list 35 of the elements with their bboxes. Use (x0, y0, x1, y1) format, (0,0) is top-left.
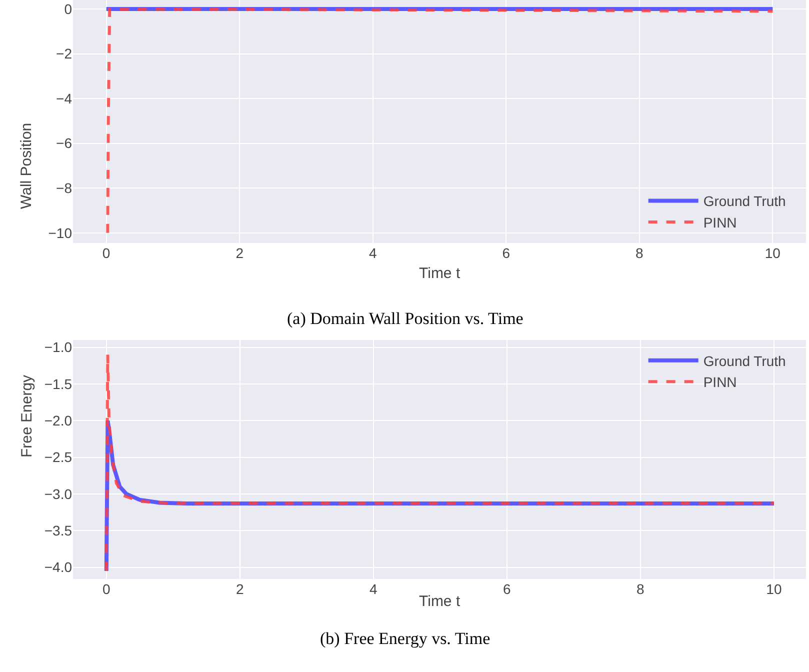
y-tick-label: −10 (48, 224, 72, 241)
x-tick-label: 10 (766, 581, 782, 597)
x-tick-label: 0 (102, 581, 110, 597)
x-tick-label: 4 (368, 245, 377, 261)
text: (a) Domain Wall Position vs. Time (287, 309, 524, 328)
x-axis-title: Time t (419, 265, 461, 282)
y-axis-title: Wall Position (18, 122, 35, 209)
legend-label: Ground Truth (703, 352, 786, 369)
y-tick-label: −2.0 (44, 412, 72, 429)
y-tick-label: −4.0 (44, 559, 72, 576)
y-tick-label: −1.5 (44, 376, 72, 392)
x-tick-label: 8 (636, 581, 645, 597)
x-tick-label: 2 (236, 245, 244, 261)
x-tick-label: 10 (764, 245, 781, 261)
legend-label: Ground Truth (703, 193, 786, 210)
y-tick-label: −3.5 (44, 522, 72, 539)
x-tick-label: 4 (370, 581, 378, 597)
x-tick-label: 8 (636, 245, 644, 261)
x-axis-title: Time t (419, 593, 461, 610)
y-tick-label: −6 (56, 135, 72, 152)
y-tick-label: −1.0 (44, 339, 72, 356)
text: (b) Free Energy vs. Time (320, 629, 490, 648)
y-tick-label: 0 (64, 0, 72, 17)
y-tick-label: −4 (56, 90, 72, 106)
x-tick-label: 6 (503, 581, 512, 597)
legend-label: PINN (703, 214, 737, 230)
legend-label: PINN (703, 374, 737, 390)
y-axis-title: Free Energy (18, 374, 36, 458)
x-tick-label: 6 (502, 245, 510, 261)
y-tick-label: −8 (56, 180, 72, 196)
y-tick-label: −2 (56, 46, 72, 62)
y-tick-label: −2.5 (44, 449, 72, 466)
y-tick-label: −3.0 (44, 486, 72, 502)
x-tick-label: 2 (236, 581, 244, 597)
x-tick-label: 0 (102, 245, 110, 261)
